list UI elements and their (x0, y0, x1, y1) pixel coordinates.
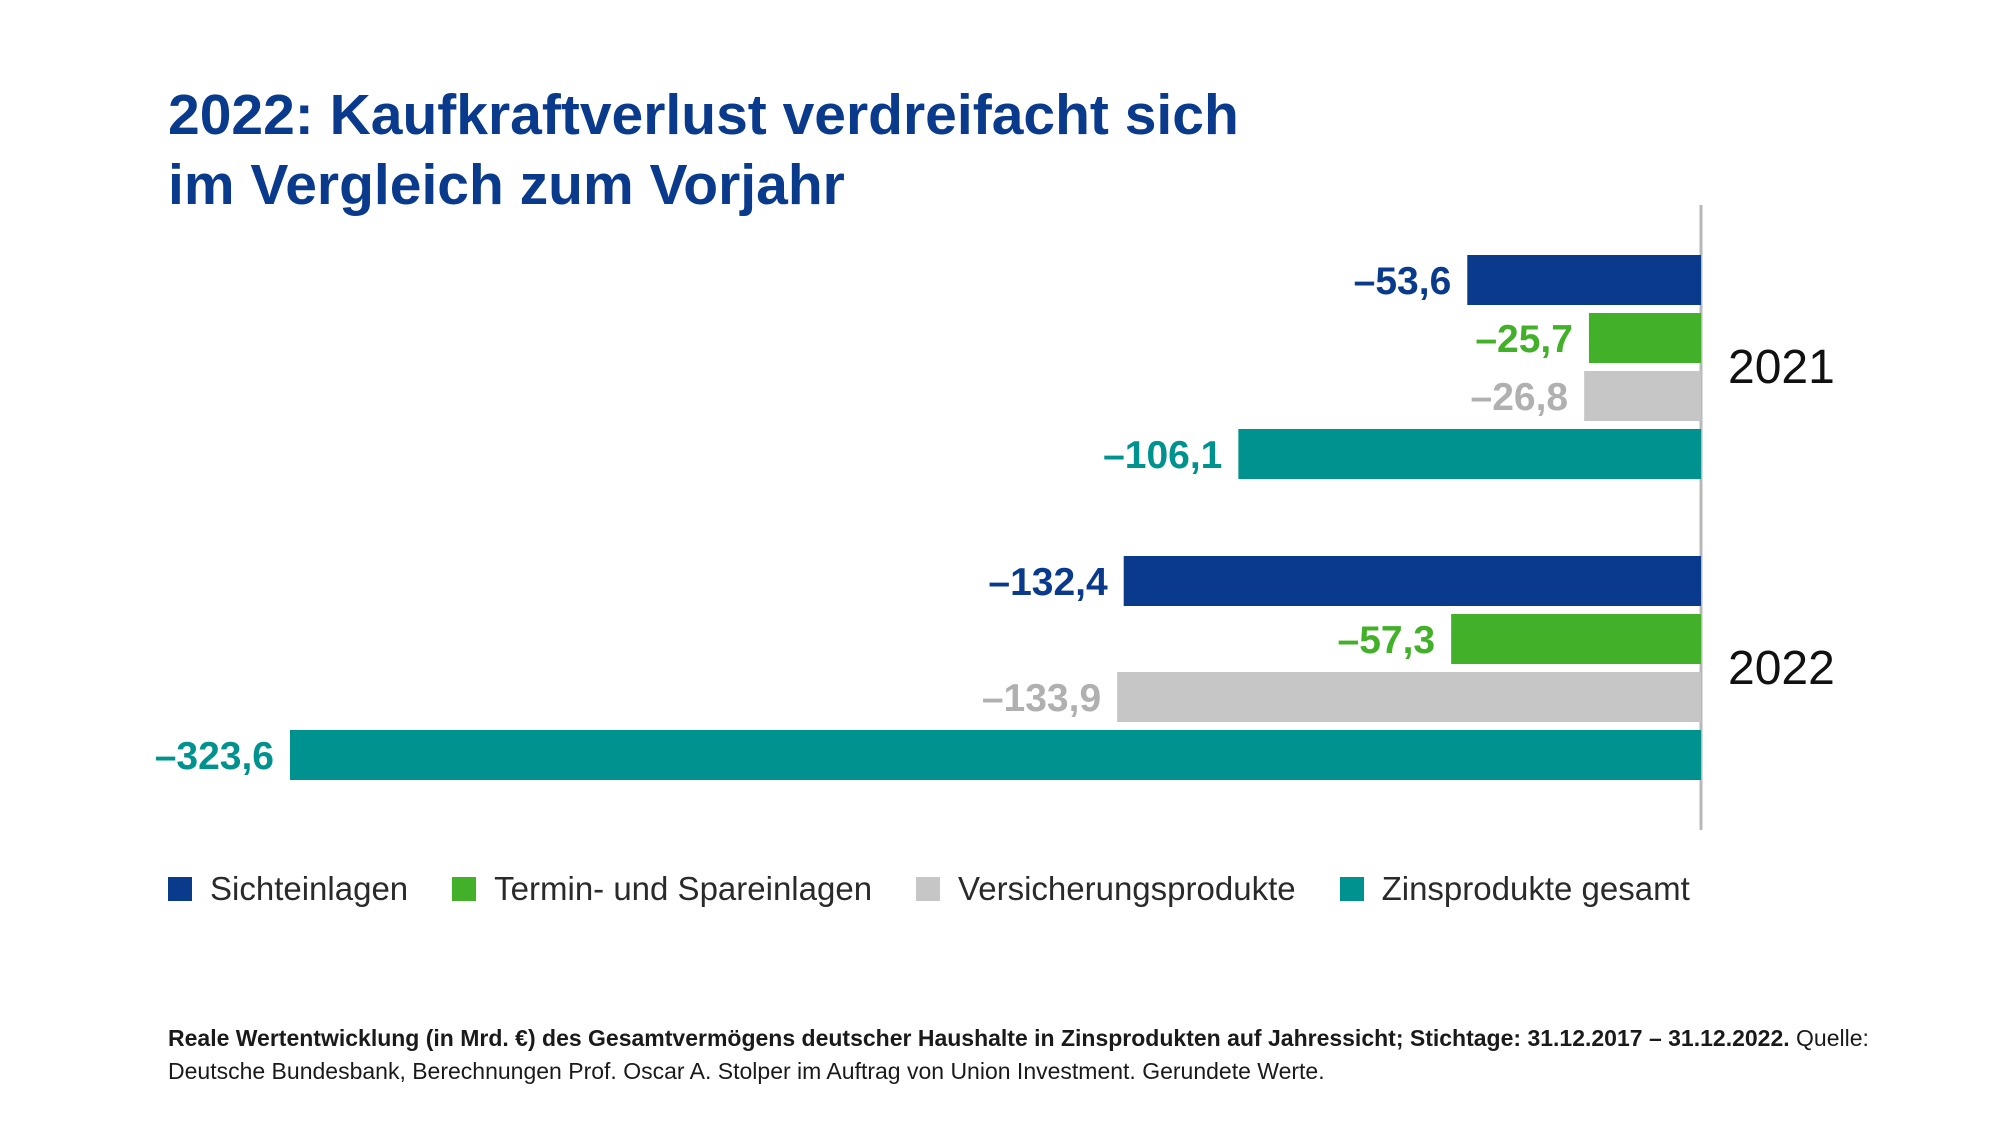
category-label-2021: 2021 (1728, 341, 1835, 394)
legend-label-sichteinlagen: Sichteinlagen (210, 870, 409, 907)
chart-legend: Sichteinlagen Termin- und Spareinlagen V… (168, 870, 1734, 908)
bar-chart: –53,6 –25,7 –26,8 –106,1 2021 –132,4 –57,3 –133… (155, 205, 1835, 830)
bar-zinsprodukte-gesamt-2021 (1238, 429, 1701, 479)
data-label-zinsprodukte-gesamt-2022: –323,6 (155, 735, 274, 778)
data-label-sichteinlagen-2022: –132,4 (988, 561, 1108, 604)
legend-label-versicherungsprodukte: Versicherungsprodukte (958, 870, 1296, 907)
chart-title: 2022: Kaufkraftverlust verdreifacht sich… (168, 80, 1239, 220)
data-label-sichteinlagen-2021: –53,6 (1354, 260, 1452, 303)
data-label-versicherungsprodukte-2022: –133,9 (982, 677, 1101, 720)
legend-swatch-sichteinlagen (168, 877, 192, 901)
chart-title-line-1: 2022: Kaufkraftverlust verdreifacht sich (168, 83, 1239, 147)
legend-swatch-zinsprodukte-gesamt (1339, 877, 1364, 901)
bar-sichteinlagen-2022 (1123, 556, 1701, 606)
legend-swatch-termin-spareinlagen (452, 877, 477, 901)
data-label-versicherungsprodukte-2021: –26,8 (1471, 376, 1569, 419)
legend-item-zinsprodukte-gesamt: Zinsprodukte gesamt (1339, 870, 1690, 908)
footnote-source: Quelle: Deutsche Bundesbank, Berechnunge… (168, 1025, 1869, 1084)
legend-label-termin-spareinlagen: Termin- und Spareinlagen (494, 870, 873, 907)
bar-termin-spareinlagen-2021 (1588, 313, 1701, 363)
source-footnote: Reale Wertentwicklung (in Mrd. €) des Ge… (168, 1022, 1968, 1088)
bar-termin-spareinlagen-2022 (1451, 614, 1701, 664)
legend-item-termin-spareinlagen: Termin- und Spareinlagen (452, 870, 872, 908)
bar-versicherungsprodukte-2022 (1117, 672, 1701, 722)
bar-zinsprodukte-gesamt-2022 (290, 730, 1701, 780)
chart-title-line-2: im Vergleich zum Vorjahr (168, 153, 845, 217)
bar-versicherungsprodukte-2021 (1584, 371, 1701, 421)
category-label-2022: 2022 (1728, 642, 1835, 695)
legend-item-sichteinlagen: Sichteinlagen (168, 870, 408, 908)
bar-sichteinlagen-2021 (1467, 255, 1701, 305)
footnote-description: Reale Wertentwicklung (in Mrd. €) des Ge… (168, 1025, 1790, 1051)
data-label-termin-spareinlagen-2021: –25,7 (1475, 318, 1573, 361)
legend-item-versicherungsprodukte: Versicherungsprodukte (916, 870, 1296, 908)
legend-label-zinsprodukte-gesamt: Zinsprodukte gesamt (1381, 870, 1690, 907)
data-label-zinsprodukte-gesamt-2021: –106,1 (1103, 434, 1222, 477)
legend-swatch-versicherungsprodukte (916, 877, 941, 901)
data-label-termin-spareinlagen-2022: –57,3 (1338, 619, 1436, 662)
